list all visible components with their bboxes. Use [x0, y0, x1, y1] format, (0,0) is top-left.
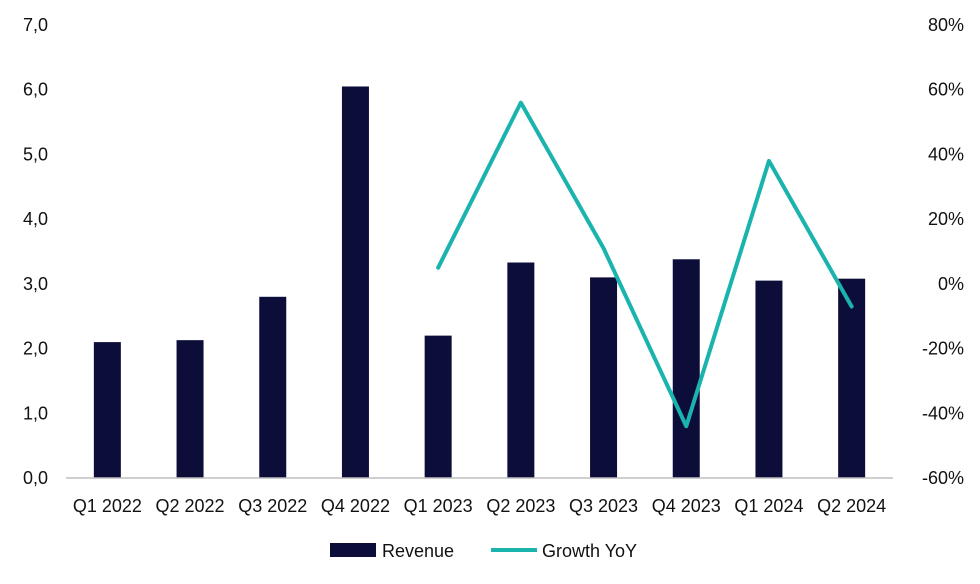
- revenue-bar: [176, 340, 204, 478]
- revenue-bar: [590, 277, 618, 478]
- left-axis-ticks: 0,0 1,0 2,0 3,0 4,0 5,0 6,0 7,0: [23, 15, 48, 488]
- x-tick-label: Q2 2022: [156, 496, 225, 516]
- x-tick-label: Q1 2024: [734, 496, 803, 516]
- x-tick-label: Q3 2022: [238, 496, 307, 516]
- revenue-bar: [838, 278, 866, 478]
- right-tick-label: -60%: [922, 468, 964, 488]
- revenue-bar: [93, 342, 121, 478]
- growth-yoy-line: [436, 100, 854, 429]
- left-tick-label: 7,0: [23, 15, 48, 35]
- revenue-bar: [259, 296, 287, 478]
- x-tick-label: Q1 2023: [404, 496, 473, 516]
- revenue-bar: [672, 259, 700, 478]
- legend-label-revenue: Revenue: [382, 541, 454, 561]
- legend-label-growth: Growth YoY: [542, 541, 637, 561]
- right-tick-label: -20%: [922, 339, 964, 359]
- right-tick-label: 0%: [938, 274, 964, 294]
- left-tick-label: 3,0: [23, 274, 48, 294]
- left-tick-label: 1,0: [23, 403, 48, 423]
- revenue-bar: [755, 280, 783, 478]
- right-tick-label: 40%: [928, 144, 964, 164]
- legend: Revenue Growth YoY: [330, 541, 637, 561]
- x-tick-label: Q4 2023: [652, 496, 721, 516]
- right-axis-ticks: -60% -40% -20% 0% 20% 40% 60% 80%: [922, 15, 964, 488]
- right-tick-label: -40%: [922, 403, 964, 423]
- revenue-bar: [341, 86, 369, 478]
- legend-swatch-revenue: [330, 543, 376, 557]
- x-tick-label: Q1 2022: [73, 496, 142, 516]
- revenue-bar: [424, 335, 452, 478]
- x-tick-label: Q3 2023: [569, 496, 638, 516]
- revenue-bars: [93, 86, 866, 478]
- x-tick-label: Q2 2024: [817, 496, 886, 516]
- left-tick-label: 4,0: [23, 209, 48, 229]
- x-axis-ticks: Q1 2022 Q2 2022 Q3 2022 Q4 2022 Q1 2023 Q2 20…: [73, 496, 886, 516]
- revenue-bar: [507, 262, 535, 478]
- left-tick-label: 0,0: [23, 468, 48, 488]
- right-tick-label: 60%: [928, 80, 964, 100]
- right-tick-label: 20%: [928, 209, 964, 229]
- x-tick-label: Q4 2022: [321, 496, 390, 516]
- left-tick-label: 5,0: [23, 144, 48, 164]
- left-tick-label: 6,0: [23, 80, 48, 100]
- right-tick-label: 80%: [928, 15, 964, 35]
- growth-line-layer: [436, 100, 854, 429]
- left-tick-label: 2,0: [23, 339, 48, 359]
- x-tick-label: Q2 2023: [486, 496, 555, 516]
